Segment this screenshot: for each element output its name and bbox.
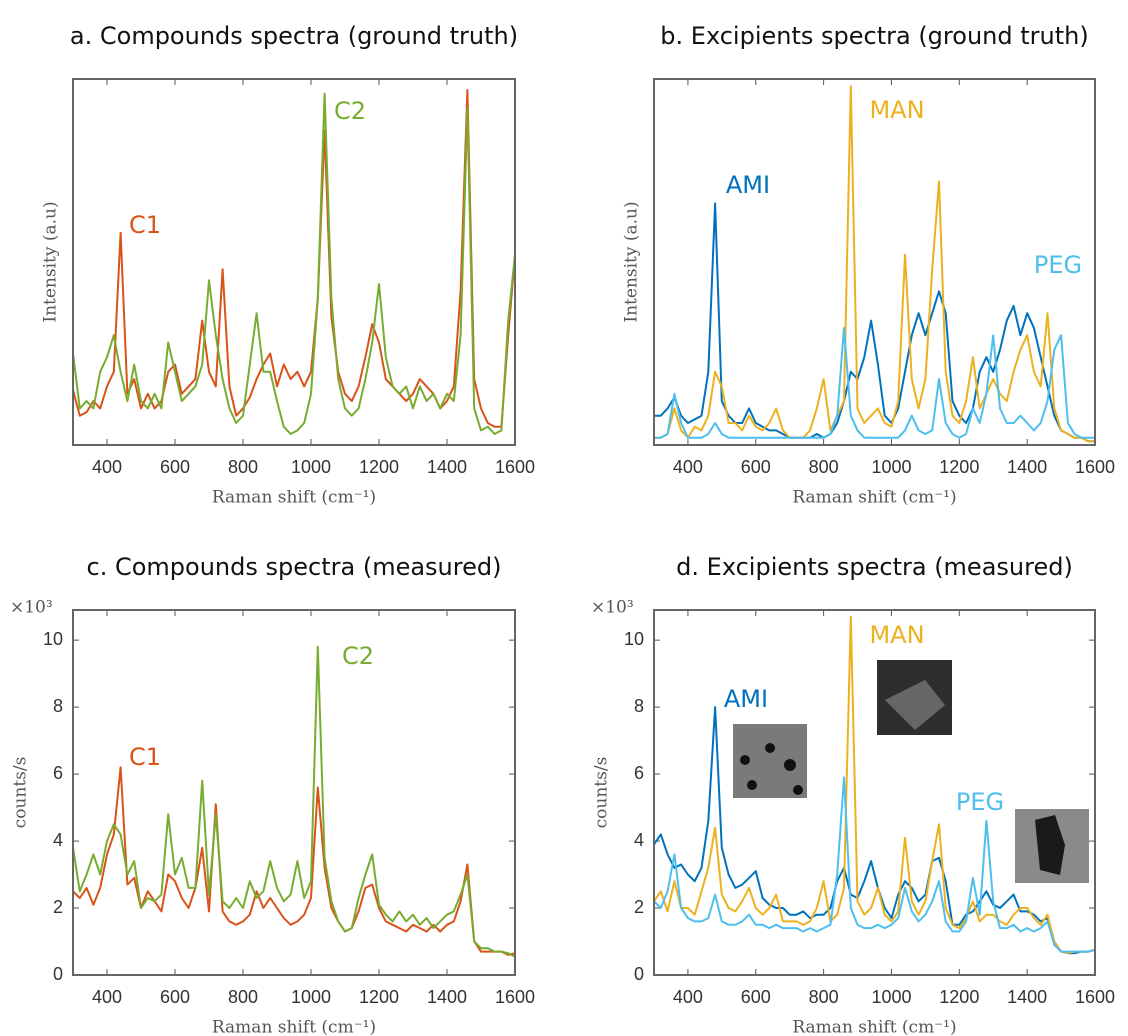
y-axis-label: Intensity (a.u) <box>622 201 642 322</box>
particle <box>793 785 803 795</box>
particle <box>1035 815 1065 875</box>
y-axis-label: counts/s <box>11 757 31 829</box>
x-tick-label: 1400 <box>1007 457 1047 477</box>
x-tick-label: 1400 <box>1007 987 1047 1007</box>
panel: d. Excipients spectra (measured) Raman sh… <box>591 553 1115 1036</box>
x-tick-label: 400 <box>92 987 122 1007</box>
x-tick-label: 1000 <box>291 987 331 1007</box>
series-label: C1 <box>129 743 161 771</box>
x-tick-label: 1000 <box>291 457 331 477</box>
x-tick-label: 1400 <box>427 987 467 1007</box>
y-tick-label: 6 <box>634 763 644 783</box>
y-tick-label: 6 <box>53 763 63 783</box>
crystal <box>885 680 945 730</box>
x-axis-label: Raman shift (cm⁻¹) <box>792 488 956 508</box>
y-tick-label: 0 <box>53 964 63 984</box>
x-tick-label: 800 <box>228 457 258 477</box>
x-tick-label: 1400 <box>427 457 467 477</box>
particle <box>740 755 750 765</box>
insets <box>733 660 1089 883</box>
x-tick-label: 800 <box>228 987 258 1007</box>
axes-box <box>72 78 516 446</box>
series-label: AMI <box>726 171 770 199</box>
y-tick-label: 0 <box>634 964 644 984</box>
y-tick-label: 2 <box>53 897 63 917</box>
x-tick-label: 400 <box>92 457 122 477</box>
y-tick-label: 4 <box>634 830 644 850</box>
y-exponent: ×10³ <box>10 598 53 618</box>
x-tick-label: 1600 <box>495 457 535 477</box>
axes-box <box>653 609 1096 976</box>
chart-title: a. Compounds spectra (ground truth) <box>70 22 518 50</box>
x-tick-label: 400 <box>673 987 703 1007</box>
series-label: C1 <box>129 211 161 239</box>
panel: b. Excipients spectra (ground truth) Rama… <box>622 22 1116 508</box>
series-label: MAN <box>869 621 924 649</box>
y-tick-label: 4 <box>53 830 63 850</box>
spectrum-line <box>73 92 515 435</box>
x-tick-label: 1600 <box>1075 457 1115 477</box>
axes-box <box>653 78 1096 446</box>
chart-title: c. Compounds spectra (measured) <box>87 553 502 581</box>
series-label: MAN <box>869 96 924 124</box>
y-tick-label: 10 <box>624 629 644 649</box>
x-axis-label: Raman shift (cm⁻¹) <box>792 1018 956 1036</box>
x-tick-label: 600 <box>741 457 771 477</box>
spectrum-line <box>654 202 1095 443</box>
x-tick-label: 600 <box>741 987 771 1007</box>
x-axis-label: Raman shift (cm⁻¹) <box>212 488 376 508</box>
y-tick-label: 8 <box>53 696 63 716</box>
panel: a. Compounds spectra (ground truth) Raman… <box>41 22 536 508</box>
spectrum-line <box>654 326 1095 439</box>
series-label: C2 <box>342 642 374 670</box>
series-label: PEG <box>1034 251 1082 279</box>
x-tick-label: 800 <box>809 987 839 1007</box>
y-tick-label: 2 <box>634 897 644 917</box>
particle <box>747 780 757 790</box>
y-tick-label: 8 <box>634 696 644 716</box>
series-label: C2 <box>334 97 366 125</box>
x-tick-label: 400 <box>673 457 703 477</box>
spectrum-line <box>654 776 1095 953</box>
x-axis-label: Raman shift (cm⁻¹) <box>212 1018 376 1036</box>
x-tick-label: 1600 <box>1075 987 1115 1007</box>
spectrum-line <box>654 615 1095 955</box>
y-axis-label: Intensity (a.u) <box>41 201 61 322</box>
x-tick-label: 1200 <box>359 987 399 1007</box>
y-tick-label: 10 <box>43 629 63 649</box>
spectrum-line <box>73 645 515 958</box>
x-tick-label: 600 <box>160 457 190 477</box>
spectrum-line <box>73 89 515 428</box>
particle <box>765 743 775 753</box>
particle <box>784 759 796 771</box>
y-axis-label: counts/s <box>592 757 612 829</box>
spectrum-line <box>654 85 1095 443</box>
chart-title: b. Excipients spectra (ground truth) <box>660 22 1088 50</box>
x-tick-label: 600 <box>160 987 190 1007</box>
series-label: AMI <box>724 685 768 713</box>
x-tick-label: 1200 <box>939 457 979 477</box>
x-tick-label: 1200 <box>359 457 399 477</box>
axes-box <box>72 609 516 976</box>
x-tick-label: 1000 <box>871 987 911 1007</box>
y-exponent: ×10³ <box>591 598 634 618</box>
x-tick-label: 800 <box>809 457 839 477</box>
spectrum-line <box>73 766 515 956</box>
x-tick-label: 1600 <box>495 987 535 1007</box>
spectrum-line <box>654 706 1095 955</box>
series-label: PEG <box>956 788 1004 816</box>
panel: c. Compounds spectra (measured) Raman shi… <box>10 553 535 1036</box>
x-tick-label: 1200 <box>939 987 979 1007</box>
chart-title: d. Excipients spectra (measured) <box>676 553 1073 581</box>
x-tick-label: 1000 <box>871 457 911 477</box>
